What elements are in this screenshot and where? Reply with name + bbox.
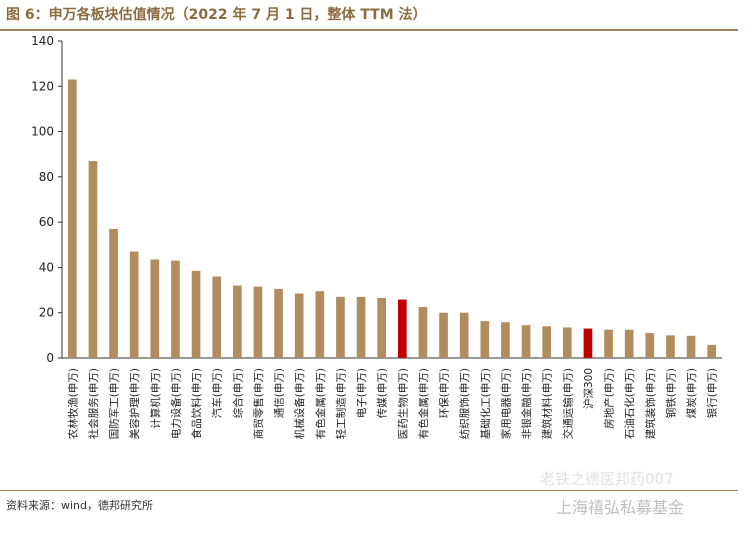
x-tick-label: 家用电器(申万) — [499, 368, 512, 439]
bar — [707, 344, 717, 358]
y-tick-label: 120 — [31, 79, 54, 93]
bar — [336, 296, 345, 358]
x-tick-label: 机械设备(申万) — [293, 368, 306, 439]
x-tick-label: 计算机(申万) — [149, 368, 162, 429]
bar — [88, 161, 98, 358]
bar — [356, 296, 366, 358]
y-tick-label: 80 — [39, 170, 54, 184]
bar — [191, 270, 201, 358]
x-axis-labels: 农林牧渔(申万) 社会服务(申万) 国防军工(申万) 美容护理(申万) 计算机(申万) 电… — [66, 368, 718, 439]
x-tick-label: 农林牧渔(申万) — [66, 368, 79, 439]
x-tick-label: 石油石化(申万) — [623, 368, 636, 439]
bar — [171, 260, 180, 358]
bar — [418, 307, 428, 358]
x-tick-label: 房地产(申万) — [603, 368, 616, 429]
x-tick-label: 建筑材料(申万) — [541, 368, 554, 439]
bar — [315, 291, 325, 358]
watermark-text: 老铁之德医邦药007 — [540, 470, 674, 488]
bar — [109, 228, 118, 358]
x-tick-label: 通信(申万) — [273, 368, 286, 418]
x-tick-label: 非银金融(申万) — [520, 368, 533, 439]
x-tick-label: 食品饮料(申万) — [190, 368, 203, 439]
bar — [274, 288, 283, 358]
bar — [212, 276, 222, 358]
bar — [129, 251, 139, 358]
bar — [645, 333, 655, 358]
x-tick-label: 国防军工(申万) — [108, 368, 121, 439]
x-tick-label: 交通运输(申万) — [561, 368, 574, 439]
bar — [377, 297, 387, 358]
y-tick-label: 20 — [39, 306, 54, 320]
x-tick-label: 银行(申万) — [706, 368, 719, 418]
bar — [397, 299, 407, 358]
x-tick-label: 有色金属(申万) — [314, 368, 327, 439]
bar — [480, 321, 490, 358]
title-divider — [0, 29, 738, 31]
x-tick-label: 美容护理(申万) — [128, 368, 141, 439]
bar — [686, 335, 696, 358]
x-tick-label: 沪深300 — [582, 368, 595, 409]
x-tick-label: 汽车(申万) — [211, 368, 224, 418]
bar — [501, 322, 510, 358]
bar — [294, 293, 304, 358]
bar — [666, 335, 675, 358]
bar — [604, 329, 613, 358]
y-tick-label: 60 — [39, 215, 54, 229]
x-tick-label: 商贸零售(申万) — [252, 368, 265, 439]
x-tick-label: 建筑装饰(申万) — [644, 368, 657, 439]
x-tick-label: 有色金属(申万) — [417, 368, 430, 439]
bars — [67, 79, 717, 358]
bar — [624, 329, 634, 358]
x-tick-label: 传媒(申万) — [376, 368, 389, 418]
x-tick-label: 轻工制造(申万) — [334, 368, 347, 439]
x-tick-label: 纺织服饰(申万) — [458, 368, 471, 439]
y-tick-label: 40 — [39, 260, 54, 274]
bar — [521, 325, 531, 358]
x-tick-label: 煤炭(申万) — [685, 368, 698, 418]
x-tick-label: 环保(申万) — [438, 368, 451, 418]
bar — [232, 285, 242, 358]
bar — [67, 79, 77, 358]
source-note: 资料来源：wind，德邦研究所 — [6, 499, 154, 512]
bar — [253, 286, 263, 358]
footer-divider — [0, 490, 738, 491]
bar — [562, 327, 572, 358]
y-tick-label: 100 — [31, 125, 54, 139]
x-tick-label: 电子(申万) — [355, 368, 368, 418]
x-tick-label: 钢铁(申万) — [664, 368, 677, 418]
bar — [150, 259, 160, 358]
bar — [583, 328, 593, 358]
watermark-text-2: 上海禧弘私募基金 — [556, 498, 685, 517]
x-tick-label: 基础化工(申万) — [479, 368, 492, 439]
y-tick-label: 140 — [31, 34, 54, 48]
x-tick-label: 电力设备(申万) — [169, 368, 182, 439]
x-tick-label: 医药生物(申万) — [396, 368, 409, 439]
x-tick-label: 社会服务(申万) — [87, 368, 100, 439]
bar — [439, 312, 448, 358]
bar — [459, 312, 469, 358]
chart-title: 图 6：申万各板块估值情况（2022 年 7 月 1 日，整体 TTM 法） — [6, 7, 427, 23]
y-tick-label: 0 — [46, 351, 54, 365]
bar — [542, 326, 552, 358]
x-tick-label: 综合(申万) — [231, 368, 244, 418]
